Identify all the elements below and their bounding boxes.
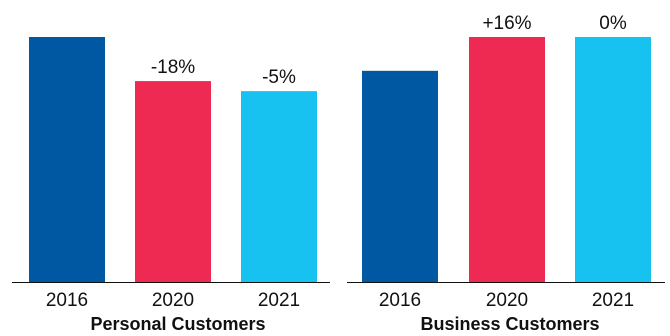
x-tick-label-2016: 2016	[46, 290, 88, 311]
bar-2016	[362, 70, 438, 282]
chart-panel-2: 2016 +16% 2020 0% 2021 Business Customers	[347, 13, 665, 334]
bar-2021	[241, 91, 317, 283]
bar-2021	[575, 37, 651, 282]
x-tick-label-2021: 2021	[258, 290, 300, 311]
x-tick-label-2020: 2020	[486, 290, 528, 311]
chart-title: Business Customers	[420, 314, 599, 334]
x-tick-label-2016: 2016	[379, 290, 421, 311]
data-label-2021: 0%	[599, 13, 627, 34]
data-label-2021: -5%	[262, 67, 296, 88]
data-label-2020: +16%	[482, 13, 531, 34]
bar-2020	[135, 81, 211, 282]
chart-title: Personal Customers	[90, 314, 265, 334]
bar-2020	[469, 37, 545, 282]
x-tick-label-2021: 2021	[592, 290, 634, 311]
bar-2016	[29, 37, 105, 282]
data-label-2020: -18%	[151, 57, 195, 78]
chart-panel-1: 2016 -18% 2020 -5% 2021 Personal Customers	[12, 37, 330, 334]
x-tick-label-2020: 2020	[152, 290, 194, 311]
